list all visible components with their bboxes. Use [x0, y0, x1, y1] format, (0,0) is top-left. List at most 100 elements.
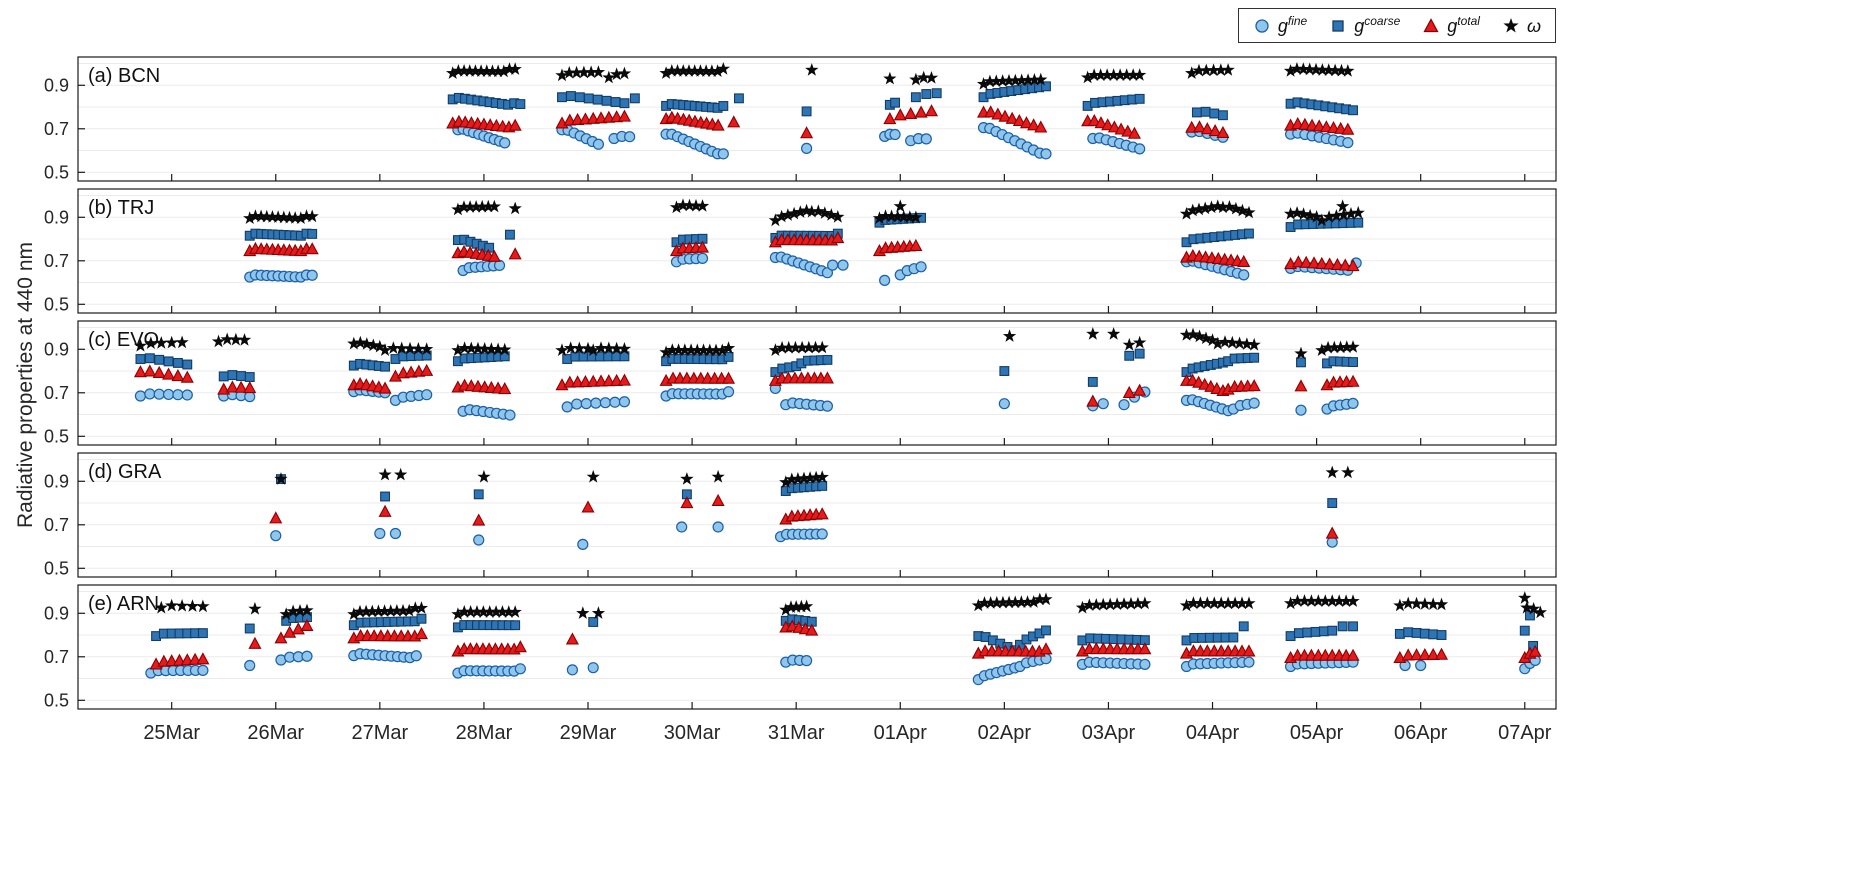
x-tick-label: 07Apr	[1498, 722, 1552, 744]
marker-omega	[463, 64, 477, 77]
marker-omega	[562, 65, 576, 79]
marker-coarse	[594, 351, 605, 362]
marker-coarse	[619, 98, 630, 109]
marker-omega	[721, 341, 736, 354]
marker-omega	[475, 199, 489, 213]
marker-omega	[1228, 596, 1242, 610]
marker-fine	[499, 137, 511, 149]
marker-omega	[659, 345, 673, 359]
series-total-points	[269, 493, 1339, 539]
marker-fine	[696, 252, 709, 264]
marker-omega	[1344, 207, 1358, 220]
marker-omega	[659, 66, 673, 79]
marker-coarse	[629, 93, 640, 104]
marker-coarse	[154, 354, 165, 365]
marker-omega	[1034, 72, 1048, 86]
marker-omega	[293, 604, 307, 617]
marker-omega	[1332, 594, 1346, 607]
series-fine-points	[134, 382, 1359, 421]
marker-total	[487, 249, 501, 262]
y-tick-label: 0.5	[44, 162, 69, 182]
marker-coarse	[1087, 376, 1098, 387]
marker-omega	[586, 343, 600, 356]
marker-total	[1005, 111, 1019, 124]
marker-omega	[591, 606, 606, 619]
marker-omega	[893, 199, 907, 213]
marker-omega	[353, 604, 367, 618]
marker-coarse	[931, 88, 942, 99]
marker-omega	[703, 343, 717, 357]
marker-omega	[1015, 73, 1029, 87]
marker-coarse	[218, 371, 229, 382]
marker-omega	[1321, 340, 1335, 354]
marker-fine	[1415, 659, 1427, 672]
marker-fine	[590, 397, 602, 409]
marker-omega	[976, 77, 991, 90]
marker-coarse	[473, 489, 484, 500]
marker-omega	[779, 475, 793, 488]
marker-total	[1027, 118, 1041, 131]
marker-coarse	[1327, 625, 1338, 636]
marker-omega	[591, 65, 606, 78]
marker-omega	[229, 332, 243, 346]
marker-total	[581, 500, 595, 513]
marker-omega	[1110, 597, 1124, 610]
marker-omega	[1185, 66, 1199, 79]
marker-omega	[286, 604, 300, 618]
y-tick-label: 0.7	[44, 251, 69, 271]
marker-total	[1294, 379, 1308, 392]
marker-coarse	[1348, 357, 1358, 368]
marker-omega	[785, 472, 799, 486]
marker-omega	[1527, 602, 1541, 615]
marker-omega	[1290, 62, 1304, 75]
marker-coarse	[1411, 627, 1422, 638]
marker-total	[1242, 644, 1256, 657]
marker-fine	[577, 538, 589, 550]
marker-omega	[1124, 596, 1138, 610]
marker-total	[283, 625, 297, 638]
marker-omega	[1014, 595, 1028, 608]
legend-label-gcoarse: gcoarse	[1354, 14, 1401, 36]
marker-total	[1019, 116, 1033, 129]
marker-omega	[805, 204, 819, 218]
marker-omega	[1216, 200, 1230, 214]
marker-total	[171, 369, 185, 382]
marker-total	[248, 636, 262, 649]
marker-omega	[716, 62, 730, 75]
series-omega-points	[154, 591, 1547, 620]
marker-omega	[1002, 73, 1016, 87]
marker-omega	[1297, 594, 1312, 607]
marker-fine	[244, 659, 256, 672]
marker-omega	[977, 596, 992, 609]
marker-total	[1216, 125, 1230, 139]
marker-fine	[592, 138, 605, 150]
marker-total	[711, 118, 725, 131]
marker-coarse	[1348, 621, 1358, 632]
marker-omega	[347, 607, 361, 620]
marker-omega	[569, 65, 584, 79]
series-total-points	[133, 363, 1360, 407]
marker-fine	[493, 259, 506, 272]
marker-omega	[1100, 68, 1114, 81]
marker-coarse	[565, 91, 576, 101]
marker-omega	[495, 605, 510, 618]
marker-omega	[1242, 596, 1256, 610]
marker-omega	[457, 605, 471, 618]
marker-omega	[1131, 596, 1145, 610]
marker-omega	[165, 335, 179, 349]
marker-omega	[279, 607, 293, 620]
gfine-circle-icon	[1255, 18, 1269, 33]
marker-coarse	[380, 361, 390, 372]
marker-coarse	[1394, 628, 1405, 639]
marker-omega	[175, 599, 189, 612]
marker-total	[1323, 257, 1337, 270]
marker-total	[300, 618, 314, 631]
marker-fine	[712, 521, 724, 533]
marker-fine	[580, 398, 592, 410]
marker-fine	[889, 128, 901, 141]
marker-omega	[502, 62, 517, 75]
marker-coarse	[557, 92, 567, 103]
marker-total	[610, 373, 624, 386]
